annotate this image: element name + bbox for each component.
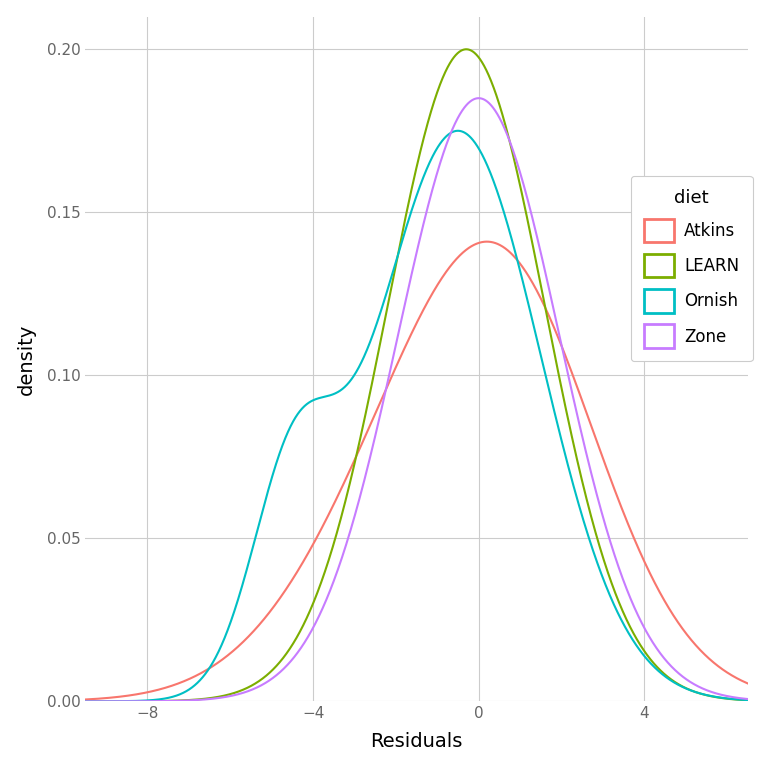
X-axis label: Residuals: Residuals <box>370 733 463 751</box>
Y-axis label: density: density <box>17 323 35 395</box>
Legend: Atkins, LEARN, Ornish, Zone: Atkins, LEARN, Ornish, Zone <box>631 176 753 361</box>
